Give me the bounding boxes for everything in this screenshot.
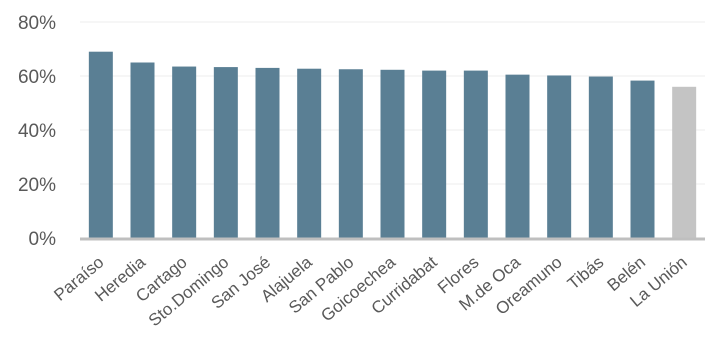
- x-tick-label: Tibás: [564, 253, 608, 294]
- bar-sto-domingo: [213, 67, 238, 238]
- y-tick-label: 0%: [29, 229, 57, 250]
- y-tick-label: 20%: [18, 175, 56, 196]
- bar-cartago: [172, 66, 197, 238]
- bar-goicoechea: [380, 69, 405, 238]
- bar-curridabat: [422, 70, 447, 238]
- y-tick-label: 60%: [18, 67, 56, 88]
- y-tick-label: 80%: [18, 13, 56, 34]
- bar-tib-s: [588, 76, 613, 238]
- bar-flores: [463, 70, 488, 238]
- y-axis-ticks: 0% 20% 40% 60% 80%: [18, 13, 56, 250]
- bar-para-so: [88, 51, 113, 239]
- y-tick-label: 40%: [18, 121, 56, 142]
- bar-oreamuno: [547, 75, 572, 239]
- bar-alajuela: [297, 68, 322, 239]
- bar-m-de-oca: [505, 74, 530, 239]
- bar-bel-n: [630, 80, 655, 238]
- bar-la-uni-n: [672, 86, 697, 238]
- bar-san-pablo: [338, 69, 363, 238]
- bars: [88, 51, 697, 239]
- bar-san-jos-: [255, 67, 280, 239]
- bar-heredia: [130, 62, 155, 238]
